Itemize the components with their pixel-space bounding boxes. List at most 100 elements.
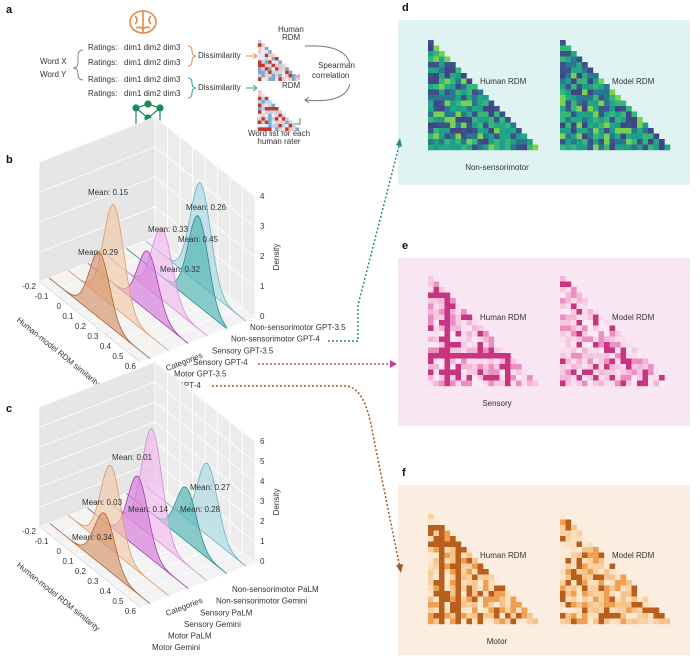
mini-rdm bbox=[261, 100, 265, 104]
rdm-cell bbox=[527, 613, 533, 619]
rdm-cell bbox=[598, 106, 605, 112]
rdm-cell bbox=[433, 133, 440, 140]
rdm-cell bbox=[582, 314, 588, 321]
rdm-cell bbox=[576, 325, 583, 332]
rdm-cell bbox=[631, 139, 638, 145]
rdm-cell bbox=[560, 613, 566, 619]
rdm-cell bbox=[587, 552, 594, 559]
rdm-cell bbox=[428, 336, 434, 343]
rdm-cell bbox=[653, 607, 660, 614]
mini-rdm bbox=[285, 67, 289, 71]
mini-rdm bbox=[264, 107, 269, 111]
rdm-cell bbox=[565, 536, 572, 542]
rdm-cell bbox=[505, 591, 511, 597]
rdm-cell bbox=[604, 144, 610, 151]
rdm-cell bbox=[433, 292, 440, 299]
rdm-cell bbox=[428, 320, 434, 326]
rdm-cell bbox=[428, 342, 434, 348]
rdm-cell bbox=[576, 320, 583, 326]
mini-rdm bbox=[281, 113, 286, 118]
rdm-cell bbox=[582, 585, 588, 592]
density-tick: 2 bbox=[260, 517, 265, 526]
rdm-cell bbox=[494, 602, 500, 608]
mini-rdm bbox=[278, 124, 282, 128]
rdm-cell bbox=[609, 139, 616, 145]
rdm-cell bbox=[444, 547, 451, 553]
rdm-cell bbox=[571, 320, 577, 326]
rdm-cell bbox=[483, 139, 489, 145]
rdm-cell bbox=[615, 117, 621, 123]
rdm-cell bbox=[587, 602, 594, 608]
rdm-cell bbox=[439, 320, 445, 326]
rdm-cell bbox=[450, 314, 456, 321]
rdm-cell bbox=[472, 563, 478, 570]
rdm-cell bbox=[455, 342, 462, 348]
mini-rdm bbox=[271, 63, 276, 68]
panel-caption: Motor bbox=[487, 637, 508, 646]
rdm-cell bbox=[604, 574, 610, 581]
rdm-cell bbox=[461, 380, 467, 387]
rdm-cell bbox=[444, 111, 451, 118]
mini-rdm bbox=[285, 120, 289, 125]
dims: dim1 dim2 dim3 bbox=[124, 43, 181, 52]
mini-rdm bbox=[271, 70, 276, 75]
rdm-cell bbox=[560, 303, 566, 310]
rdm-cell bbox=[565, 67, 572, 74]
mini-rdm bbox=[264, 50, 269, 54]
mini-rdm bbox=[281, 77, 286, 81]
rdm-cell bbox=[461, 128, 467, 134]
mean-label: Mean: 0.15 bbox=[88, 188, 129, 197]
rdm-cell bbox=[477, 580, 484, 586]
rdm-cell bbox=[604, 607, 610, 614]
rdm-cell bbox=[560, 364, 566, 370]
rdm-cell bbox=[499, 618, 506, 625]
rdm-cell bbox=[461, 347, 467, 354]
rdm-cell bbox=[587, 574, 594, 581]
rdm-cell bbox=[444, 62, 451, 68]
rdm-cell bbox=[450, 95, 456, 101]
rdm-cell bbox=[620, 591, 627, 597]
rdm-cell bbox=[576, 342, 583, 348]
mini-rdm bbox=[271, 53, 276, 58]
mini-rdm bbox=[268, 127, 272, 131]
mini-rdm bbox=[261, 113, 265, 118]
rdm-cell bbox=[450, 67, 456, 74]
rdm-cell bbox=[560, 84, 566, 90]
mini-rdm bbox=[288, 124, 293, 128]
rdm-cell bbox=[653, 375, 660, 381]
mini-rdm bbox=[261, 70, 265, 75]
rdm-cell bbox=[648, 380, 654, 387]
rdm-cell bbox=[461, 111, 467, 118]
rdm-cell bbox=[428, 309, 434, 315]
rdm-cell bbox=[631, 122, 638, 129]
rdm-cell bbox=[582, 375, 588, 381]
rdm-cell bbox=[428, 364, 434, 370]
rdm-cell bbox=[455, 122, 462, 129]
mini-rdm bbox=[295, 127, 299, 131]
rdm-cell bbox=[593, 314, 599, 321]
rdm-cell bbox=[582, 62, 588, 68]
rdm-cell bbox=[560, 320, 566, 326]
rdm-cell bbox=[598, 111, 605, 118]
category-label: Categories bbox=[164, 596, 203, 618]
rdm-cell bbox=[565, 281, 572, 288]
rdm-cell bbox=[494, 596, 500, 603]
dims: dim1 dim2 dim3 bbox=[124, 75, 181, 84]
rdm-cell bbox=[466, 558, 473, 564]
rdm-cell bbox=[604, 84, 610, 90]
rdm-cell bbox=[615, 106, 621, 112]
rdm-cell bbox=[466, 336, 473, 343]
rdm-cell bbox=[488, 585, 495, 592]
rdm-cell bbox=[472, 139, 478, 145]
density-tick: 0 bbox=[260, 312, 265, 321]
mini-rdm bbox=[258, 110, 262, 114]
rdm-cell bbox=[450, 558, 456, 564]
rdm-cell bbox=[466, 613, 473, 619]
rdm-cell bbox=[472, 369, 478, 376]
rdm-cell bbox=[477, 563, 484, 570]
rdm-cell bbox=[620, 117, 627, 123]
rdm-cell bbox=[598, 78, 605, 85]
rdm-cell bbox=[571, 309, 577, 315]
rdm-cell bbox=[609, 336, 616, 343]
rdm-cell bbox=[461, 139, 467, 145]
